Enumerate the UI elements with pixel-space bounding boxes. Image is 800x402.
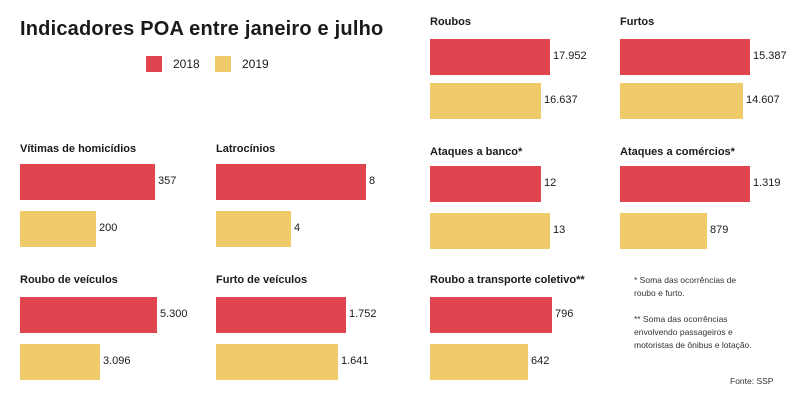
note-1: * Soma das ocorrências de roubo e furto. xyxy=(634,275,737,298)
bar-2018 xyxy=(216,164,366,200)
bar-value-2019: 879 xyxy=(710,224,729,236)
bar-value-2019: 1.641 xyxy=(341,355,369,367)
bar-value-2018: 15.387 xyxy=(753,50,787,62)
bar-value-2019: 16.637 xyxy=(544,94,578,106)
note-2: ** Soma das ocorrências envolvendo passa… xyxy=(634,314,752,350)
bar-2018 xyxy=(620,39,750,75)
panel-title: Furto de veículos xyxy=(216,274,308,286)
chart-title: Indicadores POA entre janeiro e julho xyxy=(20,18,384,40)
bar-value-2019: 14.607 xyxy=(746,94,780,106)
bar-2019 xyxy=(620,83,743,119)
source-note: Fonte: SSP xyxy=(730,376,774,386)
bar-2019 xyxy=(620,213,707,249)
bar-2018 xyxy=(430,166,541,202)
legend-label-2019: 2019 xyxy=(242,57,269,71)
bar-value-2018: 17.952 xyxy=(553,50,587,62)
panel-title: Ataques a comércios* xyxy=(620,146,735,158)
bar-2018 xyxy=(216,297,346,333)
bar-value-2018: 5.300 xyxy=(160,308,188,320)
bar-2018 xyxy=(430,39,550,75)
bar-value-2018: 1.752 xyxy=(349,308,377,320)
panel-title: Ataques a banco* xyxy=(430,146,523,158)
bar-2018 xyxy=(20,297,157,333)
bar-value-2018: 12 xyxy=(544,177,557,189)
bar-2018 xyxy=(620,166,750,202)
legend-swatch-2018 xyxy=(146,56,162,72)
legend-label-2018: 2018 xyxy=(173,57,200,71)
bar-2018 xyxy=(430,297,552,333)
legend-swatch-2019 xyxy=(215,56,231,72)
bar-2019 xyxy=(20,211,96,247)
bar-2019 xyxy=(430,344,528,380)
panel-title: Roubos xyxy=(430,16,471,28)
bar-value-2018: 1.319 xyxy=(753,177,781,189)
bar-value-2018: 8 xyxy=(369,175,376,187)
bar-2019 xyxy=(216,344,338,380)
legend-item-2018: 2018 xyxy=(146,56,200,72)
bar-value-2019: 4 xyxy=(294,222,301,234)
bar-2019 xyxy=(430,213,550,249)
bar-value-2019: 3.096 xyxy=(103,355,131,367)
panel-title: Latrocínios xyxy=(216,143,276,155)
panel-title: Roubo de veículos xyxy=(20,274,118,286)
bar-2019 xyxy=(216,211,291,247)
legend-item-2019: 2019 xyxy=(215,56,269,72)
bar-2019 xyxy=(20,344,100,380)
bar-2018 xyxy=(20,164,155,200)
bar-value-2018: 796 xyxy=(555,308,574,320)
bar-value-2018: 357 xyxy=(158,175,177,187)
bar-value-2019: 642 xyxy=(531,355,550,367)
bar-value-2019: 13 xyxy=(553,224,566,236)
panel-title: Furtos xyxy=(620,16,655,28)
bar-2019 xyxy=(430,83,541,119)
panel-title: Vítimas de homicídios xyxy=(20,143,137,155)
panel-title: Roubo a transporte coletivo** xyxy=(430,274,585,286)
bar-value-2019: 200 xyxy=(99,222,118,234)
